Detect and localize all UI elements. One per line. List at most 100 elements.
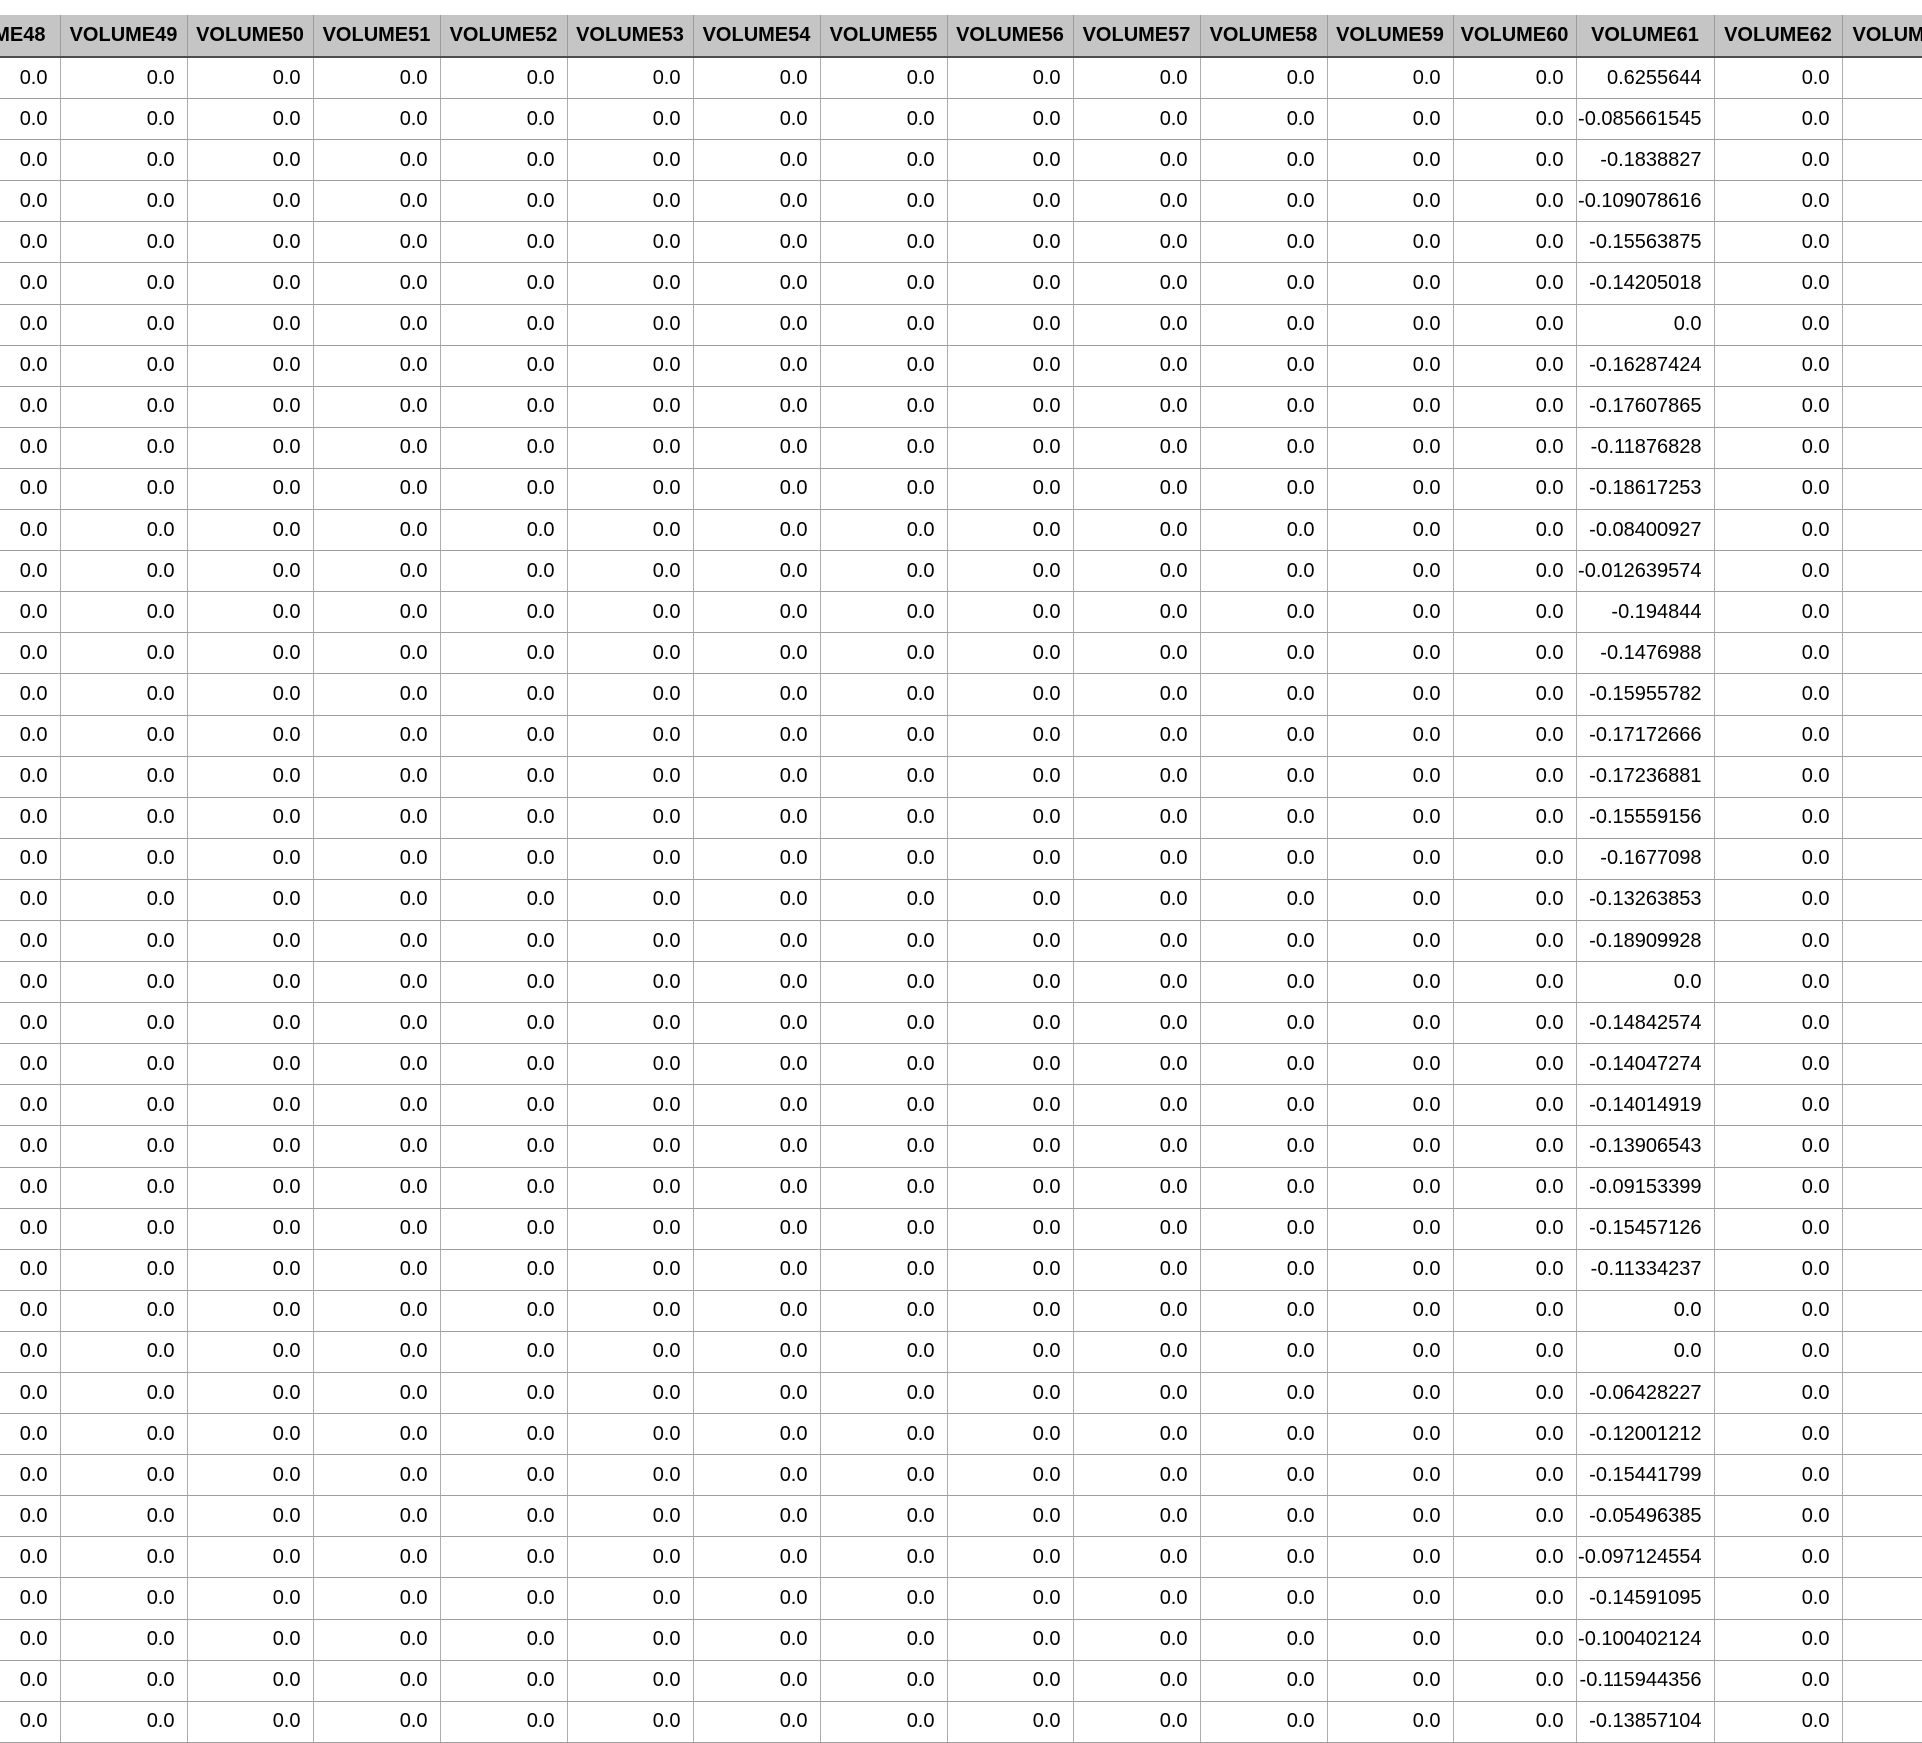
table-cell[interactable]: 0.0 bbox=[566, 1618, 694, 1661]
table-cell[interactable]: 0.0 bbox=[566, 1454, 694, 1497]
table-cell[interactable]: 0.0 bbox=[946, 961, 1074, 1004]
table-cell[interactable]: 0.0 bbox=[59, 919, 188, 963]
table-cell[interactable]: 0.0 bbox=[312, 1659, 441, 1702]
column-header-volume53[interactable]: VOLUME53 bbox=[566, 15, 694, 58]
table-cell[interactable]: 0.0 bbox=[59, 426, 188, 469]
table-cell[interactable]: 0.0 bbox=[439, 344, 568, 387]
table-cell[interactable]: 0.0 bbox=[1326, 221, 1454, 264]
table-cell-volume61[interactable]: -0.109078616 bbox=[1575, 180, 1715, 223]
table-cell[interactable] bbox=[1841, 755, 1922, 798]
table-cell[interactable]: 0.0 bbox=[439, 1207, 568, 1250]
table-cell-volume61[interactable]: 0.0 bbox=[1575, 1289, 1715, 1332]
table-cell[interactable]: 0.0 bbox=[439, 591, 568, 634]
table-cell[interactable]: 0.0 bbox=[1452, 1248, 1577, 1291]
table-cell[interactable]: 0.0 bbox=[946, 509, 1074, 552]
table-cell[interactable]: 0.0 bbox=[1072, 509, 1201, 552]
table-cell[interactable] bbox=[1841, 509, 1922, 552]
table-cell[interactable]: 0.0 bbox=[819, 1125, 948, 1168]
table-cell[interactable]: 0.0 bbox=[1452, 1002, 1577, 1045]
table-cell-volume61[interactable]: -0.15441799 bbox=[1575, 1454, 1715, 1497]
table-cell[interactable]: 0.0 bbox=[1072, 303, 1201, 346]
table-cell[interactable]: 0.0 bbox=[439, 1700, 568, 1743]
column-header-me48[interactable]: ME48 bbox=[0, 15, 61, 58]
table-cell[interactable]: 0.0 bbox=[439, 1248, 568, 1291]
table-cell[interactable]: 0.0 bbox=[186, 385, 314, 428]
table-cell[interactable]: 0.0 bbox=[1326, 1002, 1454, 1045]
table-cell[interactable]: 0.0 bbox=[1072, 344, 1201, 387]
table-cell[interactable]: 0.0 bbox=[1713, 180, 1843, 223]
table-cell[interactable]: 0.0 bbox=[946, 1495, 1074, 1538]
table-cell[interactable]: 0.0 bbox=[692, 837, 821, 880]
table-cell[interactable]: 0.0 bbox=[1072, 56, 1201, 100]
table-cell[interactable] bbox=[1841, 1330, 1922, 1374]
table-cell[interactable]: 0.0 bbox=[59, 180, 188, 223]
table-cell[interactable] bbox=[1841, 98, 1922, 141]
table-cell[interactable]: 0.0 bbox=[312, 1248, 441, 1291]
table-cell[interactable]: 0.0 bbox=[819, 1289, 948, 1332]
table-cell[interactable]: 0.0 bbox=[0, 1207, 61, 1250]
table-cell[interactable]: 0.0 bbox=[312, 303, 441, 346]
table-cell[interactable]: 0.0 bbox=[1199, 1330, 1328, 1374]
table-cell[interactable]: 0.0 bbox=[186, 961, 314, 1004]
table-cell[interactable]: 0.0 bbox=[186, 1330, 314, 1374]
column-header-volum[interactable]: VOLUM bbox=[1841, 15, 1922, 58]
table-cell[interactable]: 0.0 bbox=[566, 180, 694, 223]
table-cell[interactable]: 0.0 bbox=[566, 1700, 694, 1743]
table-cell[interactable]: 0.0 bbox=[692, 591, 821, 634]
table-cell[interactable]: 0.0 bbox=[0, 550, 61, 593]
table-cell[interactable]: 0.0 bbox=[1713, 262, 1843, 305]
table-cell[interactable] bbox=[1841, 1536, 1922, 1579]
table-cell[interactable]: 0.0 bbox=[566, 1166, 694, 1209]
table-cell[interactable]: 0.0 bbox=[692, 1166, 821, 1209]
table-cell[interactable]: 0.0 bbox=[1713, 1043, 1843, 1086]
table-cell[interactable]: 0.0 bbox=[0, 1248, 61, 1291]
table-cell-volume61[interactable]: 0.0 bbox=[1575, 303, 1715, 346]
table-cell[interactable]: 0.0 bbox=[1072, 755, 1201, 798]
table-cell[interactable]: 0.0 bbox=[1199, 344, 1328, 387]
table-cell[interactable] bbox=[1841, 467, 1922, 511]
table-cell[interactable]: 0.0 bbox=[1199, 1495, 1328, 1538]
table-cell[interactable]: 0.0 bbox=[312, 673, 441, 716]
table-cell[interactable]: 0.0 bbox=[439, 550, 568, 593]
table-cell[interactable]: 0.0 bbox=[1199, 1248, 1328, 1291]
table-cell[interactable]: 0.0 bbox=[312, 1495, 441, 1538]
table-cell[interactable]: 0.0 bbox=[439, 509, 568, 552]
table-cell[interactable]: 0.0 bbox=[439, 878, 568, 921]
table-cell[interactable]: 0.0 bbox=[1326, 1700, 1454, 1743]
table-cell[interactable]: 0.0 bbox=[566, 1577, 694, 1620]
table-cell[interactable]: 0.0 bbox=[692, 1207, 821, 1250]
table-cell[interactable]: 0.0 bbox=[1072, 98, 1201, 141]
table-cell[interactable]: 0.0 bbox=[0, 139, 61, 182]
table-cell[interactable]: 0.0 bbox=[1452, 344, 1577, 387]
table-cell[interactable]: 0.0 bbox=[1072, 1371, 1201, 1415]
table-cell[interactable]: 0.0 bbox=[1452, 1454, 1577, 1497]
table-cell[interactable]: 0.0 bbox=[566, 1043, 694, 1086]
table-cell[interactable]: 0.0 bbox=[946, 1084, 1074, 1127]
table-cell[interactable]: 0.0 bbox=[1326, 56, 1454, 100]
table-cell[interactable]: 0.0 bbox=[566, 1330, 694, 1374]
table-cell[interactable]: 0.0 bbox=[1199, 1125, 1328, 1168]
column-header-volume57[interactable]: VOLUME57 bbox=[1072, 15, 1201, 58]
table-cell[interactable]: 0.0 bbox=[692, 632, 821, 675]
table-cell[interactable]: 0.0 bbox=[312, 344, 441, 387]
table-cell[interactable]: 0.0 bbox=[1326, 550, 1454, 593]
table-cell[interactable]: 0.0 bbox=[1326, 467, 1454, 511]
table-cell[interactable]: 0.0 bbox=[1713, 509, 1843, 552]
table-cell[interactable]: 0.0 bbox=[59, 1454, 188, 1497]
table-cell[interactable]: 0.0 bbox=[819, 755, 948, 798]
table-cell[interactable] bbox=[1841, 961, 1922, 1004]
table-cell[interactable]: 0.0 bbox=[692, 426, 821, 469]
table-cell[interactable]: 0.0 bbox=[946, 1166, 1074, 1209]
table-cell[interactable]: 0.0 bbox=[1072, 1495, 1201, 1538]
table-cell[interactable]: 0.0 bbox=[946, 591, 1074, 634]
table-cell[interactable]: 0.0 bbox=[439, 673, 568, 716]
table-cell[interactable]: 0.0 bbox=[1452, 1125, 1577, 1168]
table-cell[interactable]: 0.0 bbox=[1199, 1084, 1328, 1127]
table-cell[interactable]: 0.0 bbox=[566, 221, 694, 264]
table-cell[interactable]: 0.0 bbox=[1713, 303, 1843, 346]
table-cell[interactable]: 0.0 bbox=[186, 878, 314, 921]
table-cell[interactable]: 0.0 bbox=[946, 303, 1074, 346]
table-cell[interactable]: 0.0 bbox=[566, 1002, 694, 1045]
table-cell[interactable]: 0.0 bbox=[1072, 180, 1201, 223]
column-header-volume51[interactable]: VOLUME51 bbox=[312, 15, 441, 58]
